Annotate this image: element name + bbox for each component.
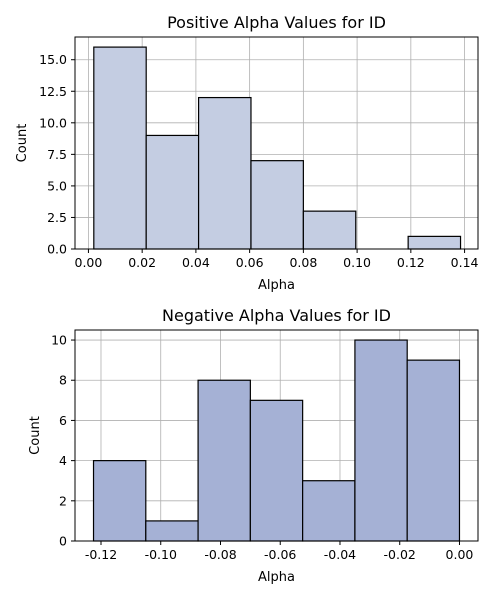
chart1-xtick-label-1: 0.02: [128, 255, 156, 270]
chart2-ytick-label-2: 4: [59, 453, 67, 468]
chart1-xtick-label-4: 0.08: [289, 255, 317, 270]
chart2-xtick-label-5: -0.02: [384, 547, 416, 562]
chart2-xtick-label-2: -0.08: [204, 547, 236, 562]
chart1: 0.00 0.02 0.04 0.06 0.08 0.10 0.12 0.14 0.0 2.5 5.…: [15, 13, 479, 293]
chart2-xtick-label-4: -0.04: [324, 547, 356, 562]
chart2-xtick-label-1: -0.10: [145, 547, 177, 562]
chart1-bar-3: [250, 160, 304, 250]
chart2-bar-0: [92, 460, 147, 542]
chart1-bar-6: [407, 235, 462, 250]
chart2-ylabel: Count: [28, 416, 43, 455]
chart1-ytick-label-5: 12.5: [39, 84, 67, 99]
chart2-bar-5: [354, 339, 408, 542]
chart1-ytick-label-0: 0.0: [47, 242, 67, 257]
chart1-ytick-label-4: 10.0: [39, 115, 67, 130]
chart1-ylabel: Count: [15, 124, 30, 163]
chart2-ytick-label-5: 10: [51, 333, 67, 348]
chart2-bar-6: [406, 359, 461, 542]
chart1-frame: [74, 36, 479, 250]
chart2-ytick-label-0: 0: [59, 534, 67, 549]
chart2-bar-2: [197, 379, 251, 542]
chart1-xtick-label-2: 0.04: [182, 255, 210, 270]
chart1-title: Positive Alpha Values for ID: [167, 13, 386, 32]
chart2-xtick-label-6: 0.00: [446, 547, 474, 562]
chart2-bar-1: [145, 520, 199, 542]
chart2-frame: [74, 329, 479, 542]
chart1-ytick-label-6: 15.0: [39, 52, 67, 67]
chart2-ytick-label-4: 8: [59, 373, 67, 388]
chart2-bar-4: [302, 480, 356, 542]
chart2-xtick-label-0: -0.12: [85, 547, 117, 562]
chart2-ytick-label-3: 6: [59, 413, 67, 428]
chart2-ytick-label-1: 2: [59, 493, 67, 508]
chart1-ytick-label-2: 5.0: [47, 178, 67, 193]
chart2-xlabel: Alpha: [258, 570, 295, 585]
chart2-xtick-label-3: -0.06: [264, 547, 296, 562]
chart2-bar-3: [249, 399, 304, 542]
chart2: -0.12 -0.10 -0.08 -0.06 -0.04 -0.02 0.00 0 2 4 6 8 1…: [28, 306, 479, 585]
chart1-ytick-label-1: 2.5: [47, 210, 67, 225]
chart1-xlabel: Alpha: [258, 278, 295, 293]
chart1-ytick-label-3: 7.5: [47, 147, 67, 162]
chart1-bar-4: [302, 210, 357, 250]
chart1-bar-2: [197, 96, 252, 250]
chart1-xtick-label-6: 0.12: [397, 255, 425, 270]
chart1-xtick-label-3: 0.06: [236, 255, 264, 270]
chart1-bar-1: [145, 134, 200, 250]
chart1-xtick-label-0: 0.00: [75, 255, 103, 270]
chart1-bar-0: [93, 46, 147, 250]
chart1-xtick-label-7: 0.14: [451, 255, 479, 270]
chart1-xtick-label-5: 0.10: [343, 255, 371, 270]
chart2-title: Negative Alpha Values for ID: [162, 306, 391, 325]
